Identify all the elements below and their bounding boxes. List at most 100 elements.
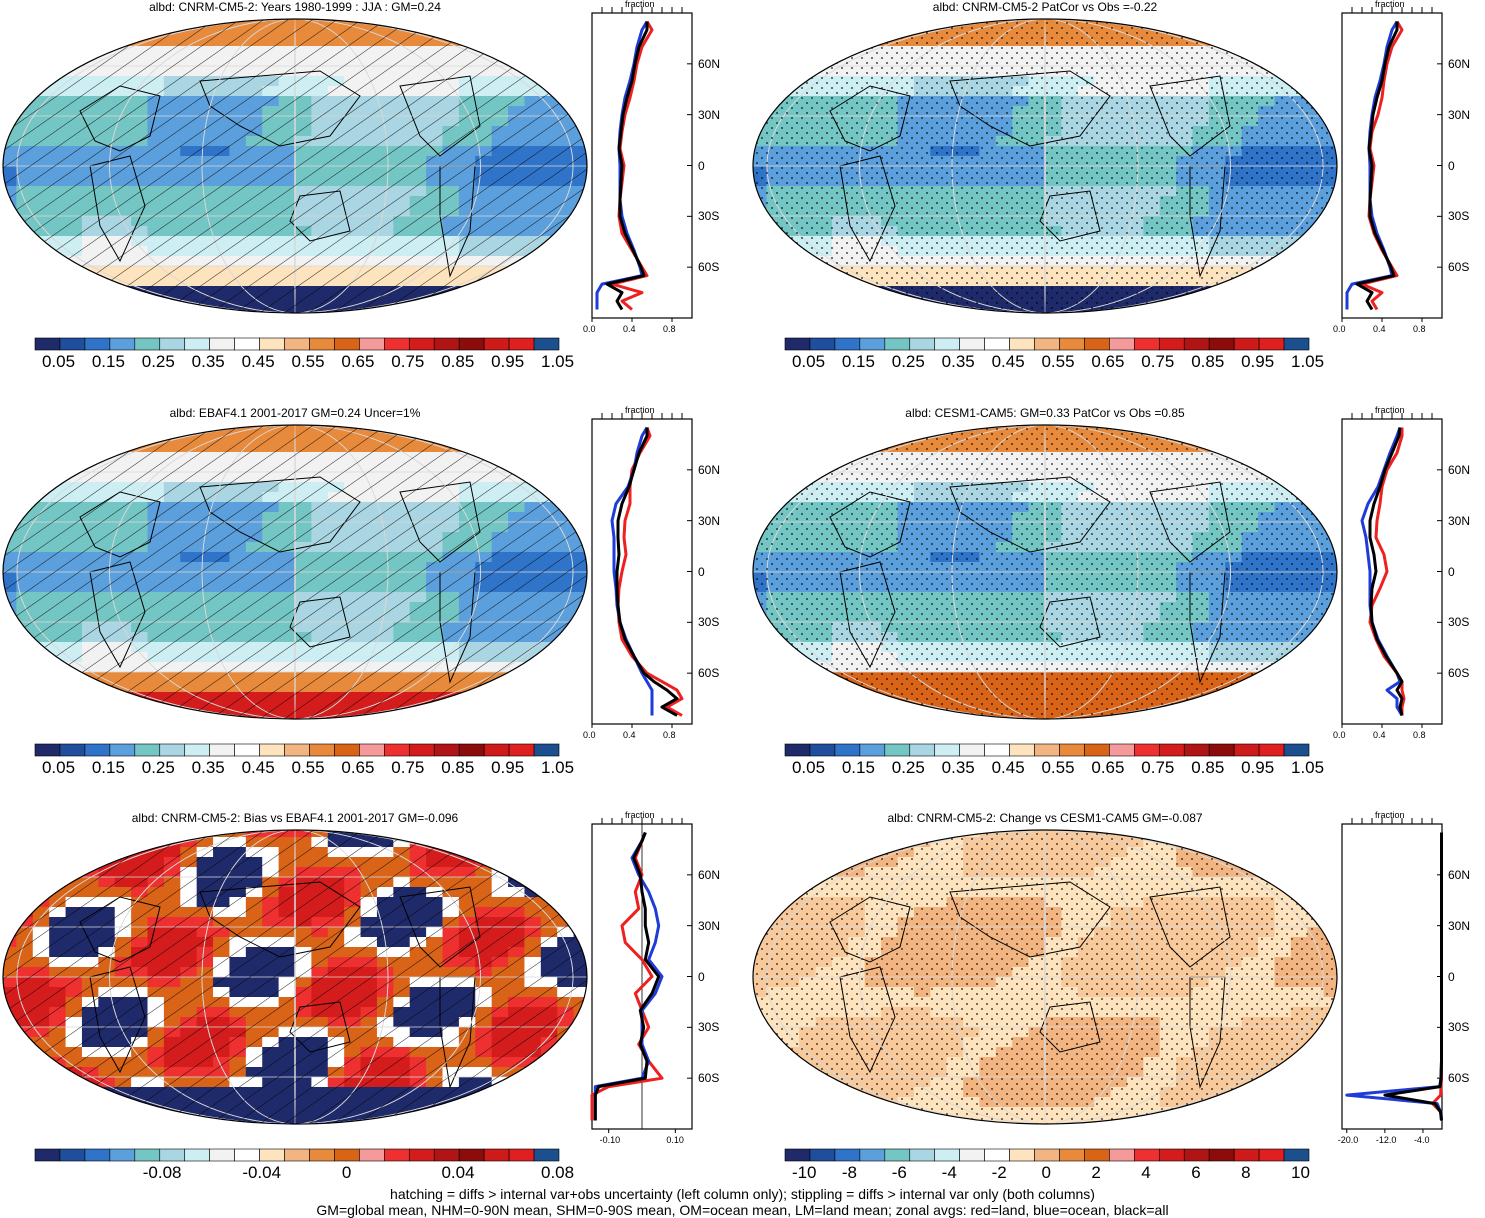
map-cell [1274, 472, 1292, 483]
map-cell [508, 830, 526, 838]
map-cell [442, 306, 460, 313]
map-cell [49, 425, 67, 433]
map-cell [393, 830, 411, 838]
map-cell [864, 702, 882, 713]
map-cell [32, 432, 50, 443]
map-cell [508, 266, 526, 277]
map-cell [32, 19, 50, 27]
map-cell [1323, 56, 1337, 67]
map-cell [508, 425, 526, 433]
map-cell [573, 482, 587, 493]
map-cell [491, 26, 509, 37]
map-cell [573, 612, 587, 623]
colorbar-label: 0.25 [891, 758, 925, 777]
map-cell [573, 106, 587, 117]
map-p5 [2, 829, 588, 1125]
map-cell [1307, 692, 1325, 703]
map-cell [508, 672, 526, 683]
map-cell [815, 692, 833, 703]
panel-title: albd: EBAF4.1 2001-2017 GM=0.24 Uncer=1% [169, 406, 421, 420]
map-cell [1258, 442, 1276, 453]
map-cell [946, 712, 964, 719]
map-cell [65, 830, 83, 838]
colorbar-label: 1.05 [1291, 352, 1325, 371]
map-cell [32, 276, 50, 287]
map-cell [475, 830, 493, 838]
map-cell [3, 19, 17, 27]
map-cell [442, 296, 460, 307]
map-cell [753, 662, 767, 673]
map-cell [815, 702, 833, 713]
map-cell [831, 36, 849, 47]
zonal-mean-p4 [1341, 413, 1443, 728]
map-cell [573, 86, 587, 97]
map-cell [766, 76, 784, 87]
map-cell [49, 472, 67, 483]
map-cell [573, 512, 587, 523]
map-cell [557, 66, 575, 77]
map-cell [1225, 19, 1243, 27]
map-cell [557, 452, 575, 463]
map-cell [409, 306, 427, 313]
map-cell [1323, 452, 1337, 463]
map-cell [1192, 19, 1210, 27]
map-cell [3, 887, 17, 898]
map-cell [508, 306, 526, 313]
map-cell [799, 425, 817, 433]
map-cell [16, 702, 34, 713]
map-cell [1274, 56, 1292, 67]
map-cell [1323, 612, 1337, 623]
map-cell [573, 502, 587, 513]
map-cell [49, 56, 67, 67]
map-cell [766, 682, 784, 693]
map-cell [753, 632, 767, 643]
map-cell [81, 452, 99, 463]
map-cell [508, 712, 526, 719]
map-cell [557, 867, 575, 878]
map-cell [524, 452, 542, 463]
map-cell [49, 682, 67, 693]
map-cell [1323, 19, 1337, 27]
map-cell [815, 682, 833, 693]
zonal-x-tick-label: 0.8 [663, 730, 676, 740]
map-cell [3, 106, 17, 117]
map-cell [81, 857, 99, 868]
map-cell [1290, 672, 1308, 683]
map-cell [3, 847, 17, 858]
map-cell [16, 76, 34, 87]
map-cell [1290, 462, 1308, 473]
map-cell [540, 857, 558, 868]
map-cell [524, 56, 542, 67]
map-cell [766, 712, 784, 719]
map-cell [1323, 522, 1337, 533]
colorbar-swatch [1233, 337, 1260, 351]
map-cell [1258, 266, 1276, 277]
map-cell [1323, 462, 1337, 473]
map-cell [508, 36, 526, 47]
map-cell [98, 847, 116, 858]
map-cell [573, 452, 587, 463]
map-cell [81, 692, 99, 703]
map-cell [16, 46, 34, 57]
map-cell [98, 36, 116, 47]
colorbar-swatch [1059, 743, 1085, 757]
map-cell [540, 266, 558, 277]
map-cell [1258, 462, 1276, 473]
map-cell [799, 276, 817, 287]
map-cell [766, 692, 784, 703]
colorbar-swatch [959, 743, 985, 757]
map-cell [524, 830, 542, 838]
map-cell [557, 847, 575, 858]
colorbar-swatch [184, 743, 210, 757]
map-cell [147, 306, 165, 313]
map-cell [1159, 425, 1177, 433]
map-cell [1208, 425, 1226, 433]
map-cell [131, 837, 149, 848]
colorbar-swatch [259, 743, 285, 757]
map-cell [49, 692, 67, 703]
lat-tick-label: 60S [698, 260, 720, 275]
map-cell [1323, 512, 1337, 523]
zonal-mean-p3 [591, 413, 693, 728]
map-cell [81, 46, 99, 57]
map-cell [753, 652, 767, 663]
